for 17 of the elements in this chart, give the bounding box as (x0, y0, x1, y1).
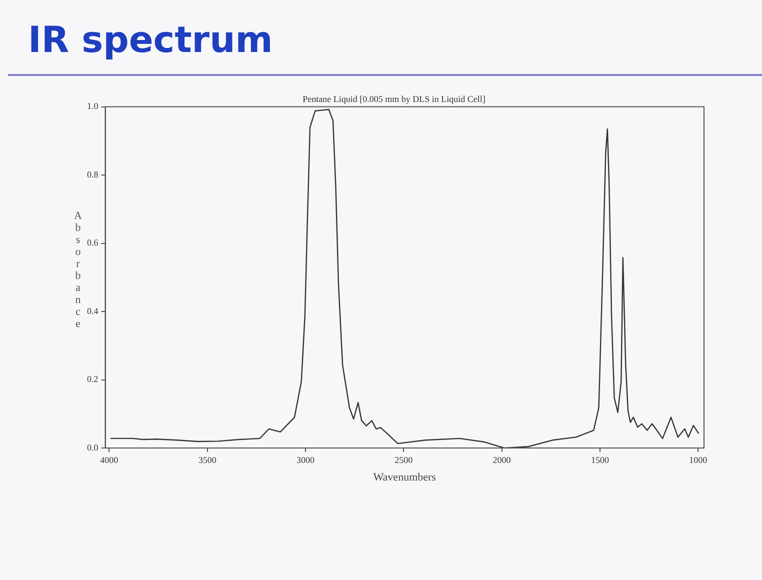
y-tick-label: 0.0 (87, 442, 99, 452)
y-tick-label: 0.6 (87, 238, 99, 248)
y-tick-label: 0.4 (87, 306, 99, 316)
x-tick-label: 4000 (100, 454, 119, 465)
chart-title: IR spectrum (28, 20, 273, 61)
x-tick-label: 1500 (590, 454, 610, 465)
x-tick-label: 1000 (689, 454, 708, 465)
x-axis-title: Wavenumbers (373, 471, 436, 484)
x-tick-label: 3500 (198, 454, 217, 465)
y-tick-label: 0.8 (87, 169, 99, 180)
chart-subtitle: Pentane Liquid [0.005 mm by DLS in Liquid Cell] (302, 94, 486, 104)
x-tick-label: 2500 (394, 454, 414, 465)
x-tick-label: 2000 (492, 454, 512, 465)
y-tick-label: 1.0 (87, 101, 99, 112)
text: Absorbance (74, 210, 82, 330)
x-tick-label: 3000 (296, 454, 315, 465)
y-tick-label: 0.2 (87, 374, 98, 384)
